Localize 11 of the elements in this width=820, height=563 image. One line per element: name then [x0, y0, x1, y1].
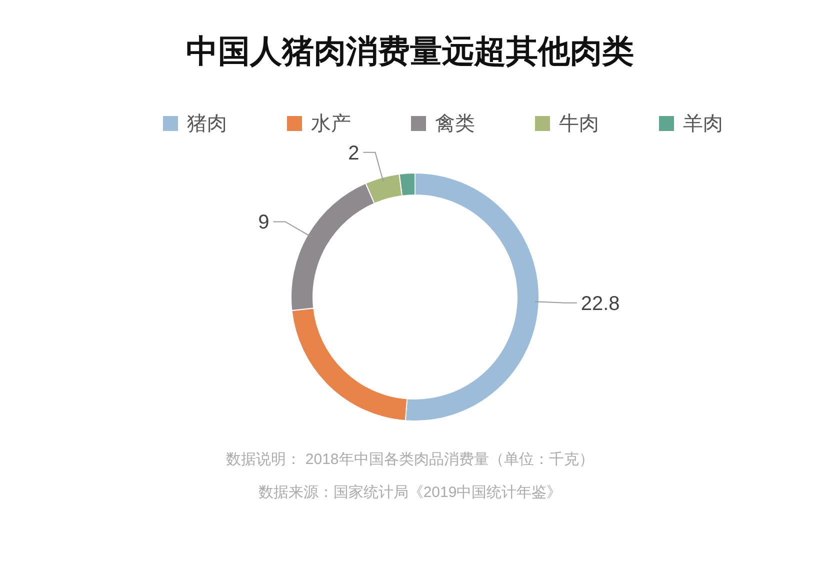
legend-label: 羊肉: [683, 113, 723, 135]
chart-title: 中国人猪肉消费量远超其他肉类: [186, 33, 634, 69]
legend-label: 牛肉: [559, 113, 599, 135]
source-note: 数据来源：国家统计局《2019中国统计年鉴》: [258, 484, 562, 501]
data-label: 22.8: [580, 292, 620, 315]
legend-label: 猪肉: [187, 113, 227, 135]
data-label: 9: [258, 212, 270, 234]
legend-label: 禽类: [435, 113, 475, 135]
legend-label: 水产: [311, 113, 351, 135]
data-label: 2: [348, 142, 360, 164]
text: 数据说明： 2018年中国各类肉品消费量（单位：千克）: [226, 451, 594, 468]
